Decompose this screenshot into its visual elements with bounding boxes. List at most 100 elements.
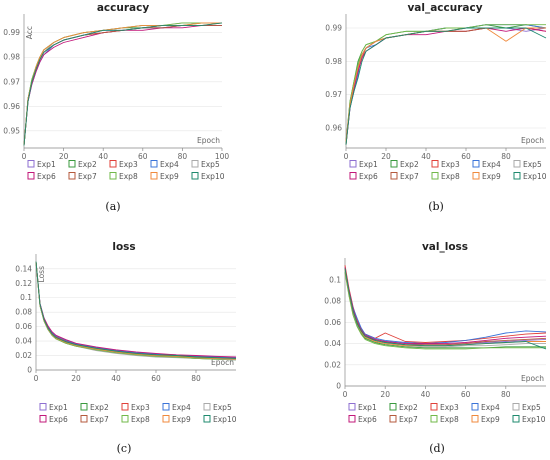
chart-panel-d: val_loss 0 0.02 0.04 0.06 0.08 0.1 0 20 40 60 80 Epo… <box>324 241 547 455</box>
legend-item-exp1[interactable]: Exp1 <box>39 403 68 412</box>
legend-swatch <box>349 172 357 180</box>
legend-item-exp10[interactable]: Exp10 <box>513 172 547 181</box>
legend-item-exp9[interactable]: Exp9 <box>162 415 191 424</box>
legend-label: Exp2 <box>90 403 109 412</box>
legend-label: Exp9 <box>160 172 179 181</box>
legend-item-exp7[interactable]: Exp7 <box>68 172 97 181</box>
legend-swatch <box>39 403 47 411</box>
y-tick-label: 0.96 <box>325 124 342 133</box>
legend-item-exp2[interactable]: Exp2 <box>80 403 109 412</box>
legend-item-exp8[interactable]: Exp8 <box>121 415 150 424</box>
legend-item-exp1[interactable]: Exp1 <box>27 160 56 169</box>
legend-item-exp5[interactable]: Exp5 <box>512 403 541 412</box>
legend-item-exp4[interactable]: Exp4 <box>471 403 500 412</box>
y-tick-label: 0.04 <box>324 339 341 348</box>
legend-label: Exp9 <box>481 415 500 424</box>
legend-swatch <box>191 160 199 168</box>
legend-item-exp2[interactable]: Exp2 <box>390 160 419 169</box>
y-tick-label: 0 <box>336 382 341 391</box>
legend-swatch <box>512 403 520 411</box>
series-line-exp9 <box>23 22 222 146</box>
legend-swatch <box>430 403 438 411</box>
legend-item-exp5[interactable]: Exp5 <box>203 403 232 412</box>
legend-swatch <box>121 403 129 411</box>
series-line-exp10 <box>345 27 547 145</box>
series-line-exp8 <box>23 22 222 146</box>
legend-label: Exp9 <box>482 172 501 181</box>
legend-item-exp6[interactable]: Exp6 <box>39 415 68 424</box>
legend-item-exp10[interactable]: Exp10 <box>203 415 237 424</box>
legend-swatch <box>389 415 397 423</box>
legend-item-exp6[interactable]: Exp6 <box>27 172 56 181</box>
x-tick-label: 60 <box>461 390 471 399</box>
legend-item-exp3[interactable]: Exp3 <box>109 160 138 169</box>
legend-label: Exp9 <box>172 415 191 424</box>
series-line-exp9 <box>35 261 237 360</box>
x-tick-label: 60 <box>138 152 148 161</box>
legend-item-exp8[interactable]: Exp8 <box>109 172 138 181</box>
y-tick-label: 0.98 <box>3 53 20 62</box>
legend-item-exp10[interactable]: Exp10 <box>512 415 546 424</box>
legend-item-exp7[interactable]: Exp7 <box>389 415 418 424</box>
legend-item-exp9[interactable]: Exp9 <box>471 415 500 424</box>
panel-caption: (d) <box>429 442 445 455</box>
legend-item-exp10[interactable]: Exp10 <box>191 172 225 181</box>
legend-swatch <box>512 415 520 423</box>
series-line-exp4 <box>345 24 547 142</box>
legend-swatch <box>471 415 479 423</box>
legend-item-exp5[interactable]: Exp5 <box>191 160 220 169</box>
y-tick-label: 0.99 <box>325 24 342 33</box>
legend-item-exp1[interactable]: Exp1 <box>348 403 377 412</box>
legend-item-exp3[interactable]: Exp3 <box>121 403 150 412</box>
legend-swatch <box>471 403 479 411</box>
y-tick-label: 0.02 <box>324 360 341 369</box>
legend-item-exp8[interactable]: Exp8 <box>430 415 459 424</box>
legend-item-exp7[interactable]: Exp7 <box>390 172 419 181</box>
chart-panel-b: val_accuracy 0.96 0.97 0.98 0.99 0 20 40 60 80 Epo… <box>325 2 546 213</box>
legend-item-exp3[interactable]: Exp3 <box>431 160 460 169</box>
series-line-exp9 <box>344 269 546 347</box>
legend-swatch <box>39 415 47 423</box>
legend-item-exp4[interactable]: Exp4 <box>150 160 179 169</box>
panel-caption: (b) <box>428 200 444 213</box>
x-tick-label: 60 <box>461 152 471 161</box>
legend-swatch <box>203 403 211 411</box>
legend-label: Exp1 <box>358 403 377 412</box>
legend-item-exp5[interactable]: Exp5 <box>513 160 542 169</box>
legend-item-exp1[interactable]: Exp1 <box>349 160 378 169</box>
legend-item-exp7[interactable]: Exp7 <box>80 415 109 424</box>
legend-item-exp9[interactable]: Exp9 <box>150 172 179 181</box>
series-line-exp5 <box>23 22 222 146</box>
series-line-exp5 <box>35 261 237 361</box>
legend-label: Exp7 <box>400 172 419 181</box>
legend-item-exp3[interactable]: Exp3 <box>430 403 459 412</box>
series-line-exp1 <box>345 27 547 145</box>
legend-swatch <box>121 415 129 423</box>
series-line-exp4 <box>23 24 222 146</box>
legend-label: Exp4 <box>481 403 500 412</box>
legend-item-exp4[interactable]: Exp4 <box>472 160 501 169</box>
legend-label: Exp3 <box>441 160 460 169</box>
legend-item-exp4[interactable]: Exp4 <box>162 403 191 412</box>
legend-item-exp8[interactable]: Exp8 <box>431 172 460 181</box>
y-tick-label: 0.97 <box>325 90 342 99</box>
legend-item-exp6[interactable]: Exp6 <box>349 172 378 181</box>
legend-swatch <box>162 403 170 411</box>
legend-label: Exp5 <box>522 403 541 412</box>
legend-swatch <box>430 415 438 423</box>
legend-label: Exp8 <box>440 415 459 424</box>
legend-item-exp6[interactable]: Exp6 <box>348 415 377 424</box>
legend-label: Exp6 <box>358 415 377 424</box>
x-tick-label: 40 <box>98 152 108 161</box>
legend-item-exp2[interactable]: Exp2 <box>68 160 97 169</box>
legend-swatch <box>348 415 356 423</box>
x-tick-label: 0 <box>34 374 39 383</box>
chart-title: val_loss <box>422 241 468 253</box>
legend-item-exp9[interactable]: Exp9 <box>472 172 501 181</box>
chart-panel-c: loss 0 0.02 0.04 0.06 0.08 0.1 0.12 0.14 0 20 40 60 8… <box>15 241 236 455</box>
legend-item-exp2[interactable]: Exp2 <box>389 403 418 412</box>
x-tick-label: 0 <box>344 152 349 161</box>
y-axis-label: Acc <box>25 26 34 39</box>
panel-caption: (a) <box>105 200 120 213</box>
series-line-exp3 <box>345 27 547 145</box>
